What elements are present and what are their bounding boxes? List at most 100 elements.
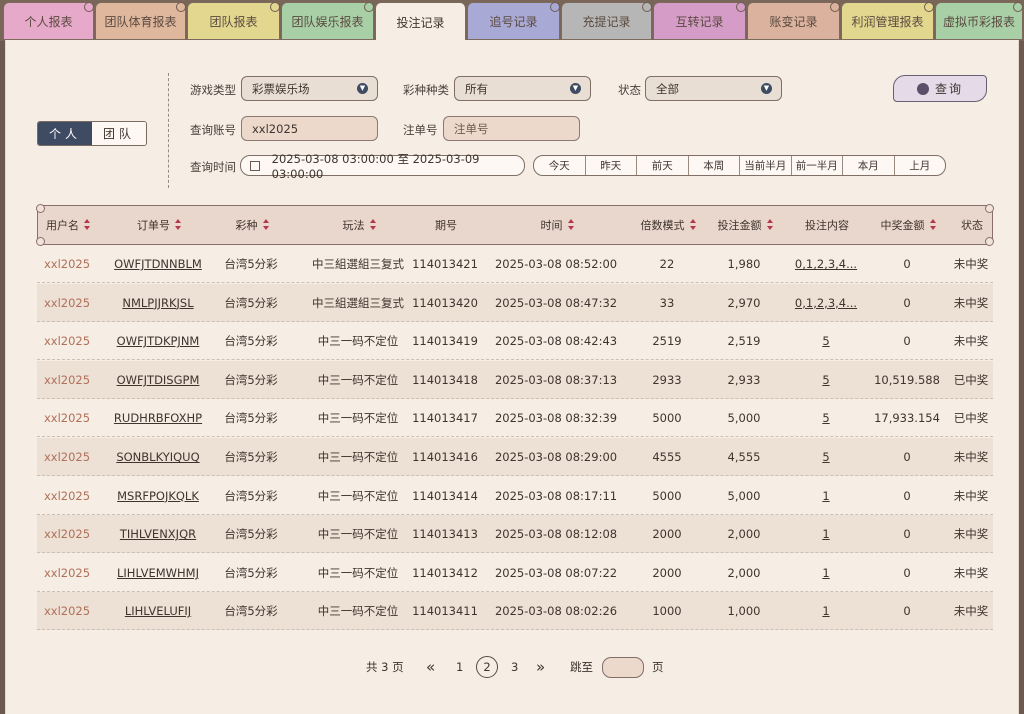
sort-icon[interactable] (567, 219, 574, 231)
order-number-cell[interactable]: OWFJTDNNBLM (114, 257, 202, 271)
quick-range-button[interactable]: 昨天 (586, 156, 637, 175)
bet-content-cell[interactable]: 1 (822, 488, 830, 503)
issue-cell: 114013411 (412, 604, 478, 619)
query-button[interactable]: 查询 (893, 75, 987, 102)
jump-page-input[interactable] (602, 657, 644, 678)
bet-content-cell[interactable]: 1 (822, 565, 830, 580)
table-row: xxl2025 NMLPJJRKJSL 台湾5分彩 中三組選組三复式 114013420… (37, 283, 993, 322)
bet-content-cell[interactable]: 5 (822, 411, 830, 426)
page-link-1[interactable]: 1 (456, 660, 464, 674)
team-toggle-button[interactable]: 团队 (92, 122, 146, 145)
issue-cell: 114013417 (412, 411, 478, 426)
tab-crypto-lottery-report[interactable]: 虚拟币彩报表 (935, 2, 1023, 40)
sort-icon[interactable] (369, 219, 376, 231)
column-header[interactable]: 投注金额 (695, 206, 795, 244)
quick-range-button[interactable]: 当前半月 (740, 156, 792, 175)
column-header-label: 时间 (540, 219, 563, 232)
page-link-3[interactable]: 3 (511, 660, 519, 674)
column-header[interactable]: 订单号 (109, 206, 209, 244)
bet-content-cell[interactable]: 5 (822, 450, 830, 464)
tab-label: 个人报表 (24, 14, 73, 29)
bet-amount-cell: 2,970 (727, 295, 761, 310)
bet-amount-cell: 5,000 (727, 411, 761, 426)
bet-content-cell[interactable]: 0,1,2,3,4... (794, 295, 858, 310)
tab-team-report[interactable]: 团队报表 (187, 2, 280, 40)
status-cell: 未中奖 (953, 527, 989, 542)
tab-team-entertainment-report[interactable]: 团队娱乐报表 (281, 2, 374, 40)
tab-profit-management-report[interactable]: 利润管理报表 (841, 2, 934, 40)
date-range-picker[interactable]: 2025-03-08 03:00:00 至 2025-03-09 03:00:0… (240, 152, 525, 181)
multiplier-cell: 33 (659, 295, 675, 310)
quick-range-button[interactable]: 今天 (534, 156, 586, 175)
tab-account-change-records[interactable]: 账变记录 (747, 2, 840, 40)
bet-content-cell[interactable]: 1 (822, 527, 830, 542)
tab-personal-report[interactable]: 个人报表 (3, 2, 94, 40)
time-cell: 2025-03-08 08:17:11 (494, 488, 618, 503)
order-number-cell[interactable]: OWFJTDISGPM (116, 372, 200, 387)
order-number-cell[interactable]: NMLPJJRKJSL (122, 295, 194, 310)
order-number-cell[interactable]: LIHLVELUFIJ (124, 604, 192, 619)
column-header[interactable]: 用户名 (18, 206, 118, 244)
bet-content-cell[interactable]: 0,1,2,3,4... (794, 257, 858, 271)
search-icon (916, 82, 929, 95)
personal-toggle-button[interactable]: 个人 (38, 122, 92, 145)
sort-icon[interactable] (175, 219, 181, 231)
column-header[interactable]: 时间 (507, 206, 607, 244)
status-select[interactable]: 全部 ▼ (645, 76, 782, 101)
sort-icon[interactable] (84, 219, 90, 231)
bet-content-cell[interactable]: 1 (822, 604, 830, 619)
bet-content-cell[interactable]: 5 (822, 372, 830, 387)
bet-amount-cell: 1,980 (727, 257, 761, 271)
prev-page-icon[interactable]: « (426, 658, 436, 676)
table-row: xxl2025 OWFJTDKPJNM 台湾5分彩 中三一码不定位 114013419 2… (37, 322, 993, 361)
lottery-type-value: 所有 (465, 81, 488, 96)
filter-divider (168, 73, 169, 188)
order-number-cell[interactable]: MSRFPOJKQLK (117, 488, 199, 503)
sort-icon[interactable] (689, 219, 696, 231)
quick-range-button[interactable]: 本月 (843, 156, 895, 175)
page-link-2[interactable]: 2 (476, 656, 498, 678)
tab-bet-records[interactable]: 投注记录 (375, 2, 466, 42)
column-header[interactable]: 彩种 (202, 206, 302, 244)
bet-content-cell[interactable]: 5 (822, 334, 830, 349)
order-number-cell[interactable]: SONBLKYIQUQ (116, 450, 200, 464)
tab-transfer-records[interactable]: 互转记录 (653, 2, 746, 40)
tab-label: 互转记录 (675, 14, 724, 29)
username-cell: xxl2025 (43, 488, 91, 503)
quick-range-button[interactable]: 上月 (909, 160, 931, 172)
chevron-down-icon: ▼ (761, 83, 772, 94)
issue-cell: 114013418 (412, 372, 478, 387)
account-input[interactable]: xxl2025 (241, 116, 378, 141)
sort-icon[interactable] (262, 219, 269, 231)
column-header[interactable]: 中奖金额 (858, 206, 958, 244)
game-type-select[interactable]: 彩票娱乐场 ▼ (241, 76, 378, 101)
main-panel: 个人 团队 游戏类型 彩票娱乐场 ▼ 彩种种类 所有 ▼ 状态 全部 ▼ 查询 … (5, 40, 1019, 714)
play-cell: 中三一码不定位 (317, 334, 399, 349)
corner-ornament (736, 2, 746, 12)
lottery-type-select[interactable]: 所有 ▼ (454, 76, 591, 101)
column-header[interactable]: 玩法 (309, 206, 409, 244)
order-number-input[interactable]: 注单号 (443, 116, 580, 141)
quick-range-group: 今天 昨天 前天 本周 当前半月 前一半月 本月 上月 (533, 155, 946, 176)
order-number-cell[interactable]: OWFJTDKPJNM (116, 334, 200, 349)
corner-ornament (364, 2, 374, 12)
quick-range-button[interactable]: 本周 (689, 156, 740, 175)
tab-chase-records[interactable]: 追号记录 (467, 2, 560, 40)
column-header[interactable]: 倍数模式 (618, 206, 718, 244)
quick-range-button[interactable]: 前天 (637, 156, 689, 175)
order-number-cell[interactable]: RUDHRBFOXHP (113, 411, 203, 426)
username-cell: xxl2025 (43, 372, 91, 387)
column-header-label: 用户名 (46, 219, 79, 232)
win-amount-cell: 10,519.588 (874, 372, 940, 387)
tab-deposit-withdraw-records[interactable]: 充提记录 (561, 2, 652, 40)
quick-range-button[interactable]: 前一半月 (792, 156, 843, 175)
page-suffix: 页 (652, 660, 664, 674)
tab-team-sports-report[interactable]: 团队体育报表 (95, 2, 186, 40)
order-number-cell[interactable]: LIHLVEMWHMJ (117, 565, 199, 580)
sort-icon[interactable] (766, 219, 773, 231)
order-number-cell[interactable]: TIHLVENXJQR (119, 527, 197, 542)
bet-amount-cell: 4,555 (727, 450, 761, 464)
account-label: 查询账号 (190, 123, 236, 137)
sort-icon[interactable] (929, 219, 936, 231)
next-page-icon[interactable]: » (536, 658, 546, 676)
